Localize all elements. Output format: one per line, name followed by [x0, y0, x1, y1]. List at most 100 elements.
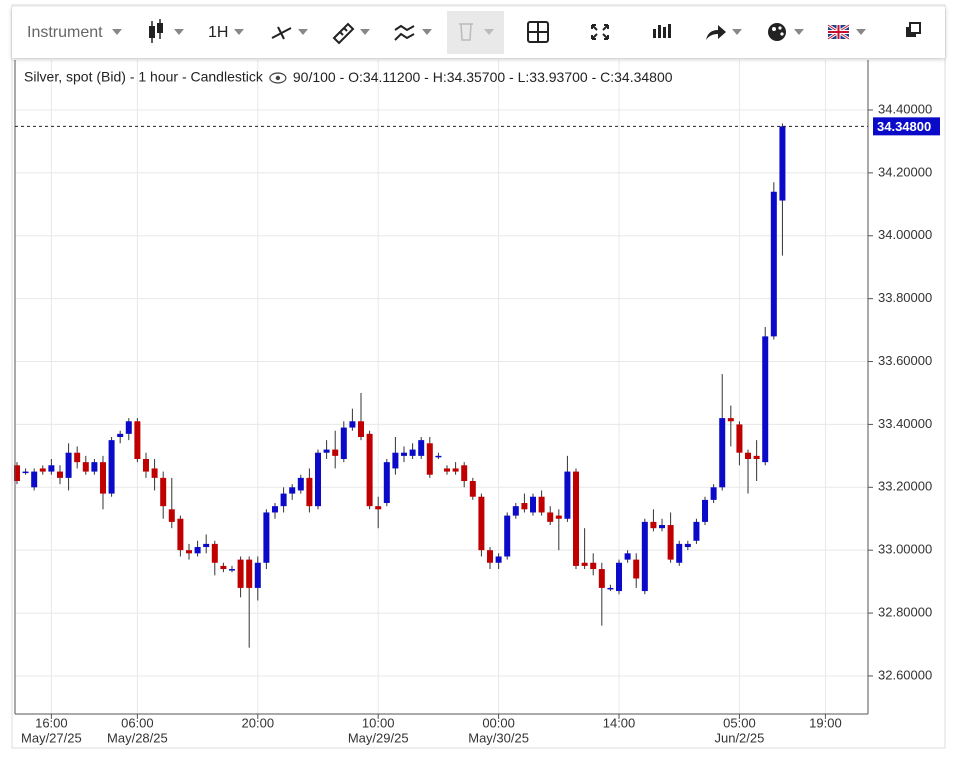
theme-button[interactable] [768, 23, 804, 41]
candle-body [160, 477, 167, 507]
candle-body [151, 468, 158, 478]
candle-body [99, 462, 106, 494]
x-tick-date: May/28/25 [107, 730, 168, 745]
candle-body [48, 465, 55, 472]
candle-body [598, 569, 605, 588]
info-item: O:34.11200 [348, 69, 420, 85]
last-price-box [873, 117, 940, 136]
candle-body [306, 477, 313, 507]
delete-button[interactable] [447, 11, 504, 54]
volume-button[interactable] [653, 24, 671, 38]
candle-body [495, 556, 502, 563]
candle-body [108, 440, 115, 494]
candle-body [727, 418, 734, 422]
candle-body [779, 126, 786, 201]
candle-body [538, 496, 545, 513]
candle-body [56, 471, 63, 478]
candle-body [650, 521, 657, 529]
candle-body [590, 562, 597, 570]
candle-body [246, 559, 253, 588]
candle-body [314, 452, 321, 507]
separator: - [505, 69, 517, 85]
candle-body [573, 471, 580, 566]
visibility-icon[interactable] [269, 72, 287, 84]
candle-body [289, 487, 296, 494]
y-tick-label: 33.40000 [878, 416, 932, 431]
candle-body [684, 543, 691, 548]
candle-body [228, 569, 235, 571]
y-tick-label: 33.80000 [878, 290, 932, 305]
x-tick-label: 06:00 [121, 715, 154, 730]
candle-body [745, 452, 752, 460]
candle-body [676, 543, 683, 563]
candle-body [125, 421, 132, 434]
candle-body [693, 521, 700, 541]
candle-body [211, 543, 218, 563]
draw-line-button[interactable] [271, 26, 308, 40]
x-tick-date: May/27/25 [21, 730, 82, 745]
fullscreen-button[interactable] [591, 24, 609, 40]
candle-body [366, 433, 373, 507]
x-tick-label: 16:00 [35, 715, 68, 730]
candle-body [401, 452, 408, 456]
x-tick-label: 19:00 [809, 715, 842, 730]
candle-body [710, 487, 717, 500]
candle-body [332, 449, 339, 456]
x-tick-date: May/29/25 [348, 730, 409, 745]
y-tick-label: 32.60000 [878, 667, 932, 682]
candle-body [469, 481, 476, 497]
toolbar: Instrument 1H [12, 7, 945, 58]
candle-body [624, 553, 631, 560]
candle-body [203, 543, 210, 548]
candle-body [340, 427, 347, 460]
candle-body [392, 452, 399, 469]
plot-area [13, 60, 868, 714]
candle-body [134, 421, 141, 460]
popout-button[interactable] [906, 22, 921, 37]
candle-body [237, 559, 244, 588]
candle-body [220, 565, 227, 570]
last-price-label: 34.34800 [877, 119, 931, 134]
candle-body [117, 433, 124, 437]
candle-body [435, 455, 442, 458]
language-button[interactable] [827, 23, 866, 41]
y-tick-label: 32.80000 [878, 605, 932, 620]
candle-body [323, 449, 330, 453]
crosshair-button[interactable] [527, 21, 549, 43]
interval-button[interactable]: 1H [208, 24, 228, 41]
separator: - [420, 69, 432, 85]
candle-body [263, 512, 270, 563]
share-button[interactable] [706, 25, 742, 40]
candle-body [349, 421, 356, 428]
y-tick-label: 33.20000 [878, 479, 932, 494]
candle-body [736, 424, 743, 453]
candle-body [659, 525, 666, 529]
frame [11, 4, 946, 749]
candle-body [426, 443, 433, 475]
candle-body [702, 499, 709, 522]
y-tick-label: 34.20000 [878, 164, 932, 179]
candle-body [478, 496, 485, 551]
chart-type-button[interactable] [149, 19, 184, 43]
y-tick-label: 33.00000 [878, 542, 932, 557]
candle-body [564, 471, 571, 519]
x-tick-label: 10:00 [362, 715, 395, 730]
instrument-button[interactable]: Instrument [27, 24, 103, 41]
x-tick-label: 00:00 [482, 715, 515, 730]
candle-body [22, 471, 29, 474]
candle-body [409, 449, 416, 456]
measure-button[interactable] [332, 22, 370, 45]
x-tick-date: May/30/25 [468, 730, 529, 745]
candle-body [39, 468, 46, 472]
candle-body [762, 336, 769, 463]
x-tick-date: Jun/2/25 [714, 730, 764, 745]
candle-body [753, 455, 760, 460]
candle-body [607, 587, 614, 590]
indicators-button[interactable] [394, 24, 432, 41]
info-item: C:34.34800 [600, 69, 673, 85]
chart-title: Silver, spot (Bid) - 1 hour - Candlestic… [24, 69, 264, 85]
info-item: 90/100 [293, 69, 336, 85]
candle-body [65, 452, 72, 478]
candle-body [512, 506, 519, 516]
